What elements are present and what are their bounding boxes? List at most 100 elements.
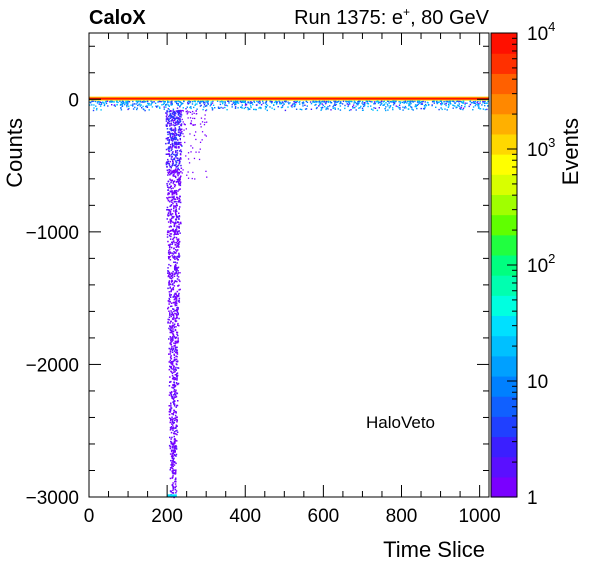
pulse-cell (179, 272, 181, 274)
pulse-cell (176, 353, 179, 355)
noise-cell (414, 100, 416, 103)
pulse-cell (171, 336, 174, 338)
pulse-cell (177, 157, 179, 160)
pulse-cell (166, 184, 169, 187)
pulse-cell (169, 356, 172, 358)
pulse-cell (167, 199, 170, 202)
noise-cell (257, 101, 260, 103)
noise-cell (135, 100, 138, 103)
pulse-cell (170, 149, 173, 152)
pulse-cell (179, 118, 181, 120)
noise-cell (482, 108, 485, 110)
noise-cell (461, 105, 463, 107)
noise-cell (315, 100, 317, 103)
noise-cell (393, 102, 395, 104)
pulse-cell (171, 318, 174, 320)
pulse-cell (169, 314, 171, 317)
noise-cell (388, 102, 390, 104)
ringing-cell (189, 117, 192, 119)
pulse-cell (169, 210, 172, 213)
pulse-cell (170, 233, 173, 235)
noise-cell (132, 100, 134, 103)
noise-cell (334, 108, 336, 110)
pulse-cell (176, 431, 179, 433)
noise-cell (472, 109, 474, 111)
noise-cell (194, 100, 197, 103)
pulse-cell (176, 123, 178, 126)
pulse-cell (177, 131, 180, 133)
noise-cell (264, 102, 267, 104)
noise-cell (407, 100, 409, 103)
pulse-cell (169, 445, 172, 448)
noise-cell (132, 103, 134, 105)
noise-cell (224, 106, 226, 109)
noise-cell (259, 100, 261, 102)
noise-cell (424, 103, 427, 106)
pulse-cell (170, 173, 172, 175)
pulse-cell (170, 246, 173, 249)
noise-cell (269, 101, 271, 103)
noise-cell (415, 104, 418, 107)
pulse-cell (171, 194, 173, 196)
noise-cell (302, 103, 304, 105)
noise-cell (403, 101, 405, 103)
noise-cell (462, 107, 465, 109)
noise-cell (121, 103, 123, 105)
noise-cell (283, 100, 286, 103)
noise-cell (205, 109, 208, 111)
pulse-cell (168, 150, 171, 153)
pulse-cell (168, 168, 170, 171)
pulse-cell (172, 457, 174, 459)
noise-cell (332, 105, 334, 108)
pulse-cell (172, 387, 174, 389)
noise-cell (440, 100, 443, 102)
pulse-cell (171, 361, 173, 363)
pulse-cell (174, 318, 176, 320)
pulse-cell (173, 225, 176, 228)
pulse-cell (169, 251, 171, 253)
noise-cell (456, 106, 458, 108)
pulse-cell (178, 189, 180, 191)
noise-cell (292, 103, 294, 105)
noise-cell (452, 107, 454, 109)
color-scale-step (491, 194, 517, 216)
noise-cell (144, 109, 146, 112)
noise-cell (234, 106, 237, 108)
pulse-cell (174, 244, 176, 246)
pulse-cell (174, 454, 176, 457)
pulse-cell (173, 173, 175, 175)
pulse-cell (176, 243, 179, 245)
color-scale-step (491, 53, 517, 74)
noise-cell (171, 103, 173, 106)
pulse-cell (170, 348, 173, 350)
noise-cell (453, 104, 455, 107)
pulse-cell (172, 463, 174, 465)
y-axis-title: Counts (2, 118, 27, 188)
pulse-cell (172, 121, 175, 124)
pulse-cell (178, 289, 180, 291)
pulse-cell (174, 439, 177, 441)
pulse-cell (169, 113, 172, 115)
pulse-cell (178, 121, 180, 124)
noise-cell (106, 100, 109, 102)
pulse-cell (168, 246, 171, 249)
noise-cell (449, 101, 451, 103)
pulse-cell (176, 425, 178, 427)
noise-cell (420, 101, 423, 103)
pulse-cell (177, 120, 179, 122)
noise-cell (298, 101, 300, 103)
noise-cell (333, 104, 335, 107)
noise-cell (472, 101, 475, 103)
noise-cell (241, 107, 243, 109)
noise-cell (203, 106, 205, 108)
pulse-cell (172, 339, 174, 341)
noise-cell (383, 100, 385, 102)
pulse-cell (175, 142, 178, 144)
pulse-cell (174, 170, 176, 172)
pulse-cell (171, 243, 173, 245)
noise-cell (294, 103, 297, 105)
noise-cell (324, 101, 326, 103)
pulse-cell (168, 146, 170, 148)
noise-cell (249, 101, 251, 103)
noise-cell (411, 106, 413, 109)
